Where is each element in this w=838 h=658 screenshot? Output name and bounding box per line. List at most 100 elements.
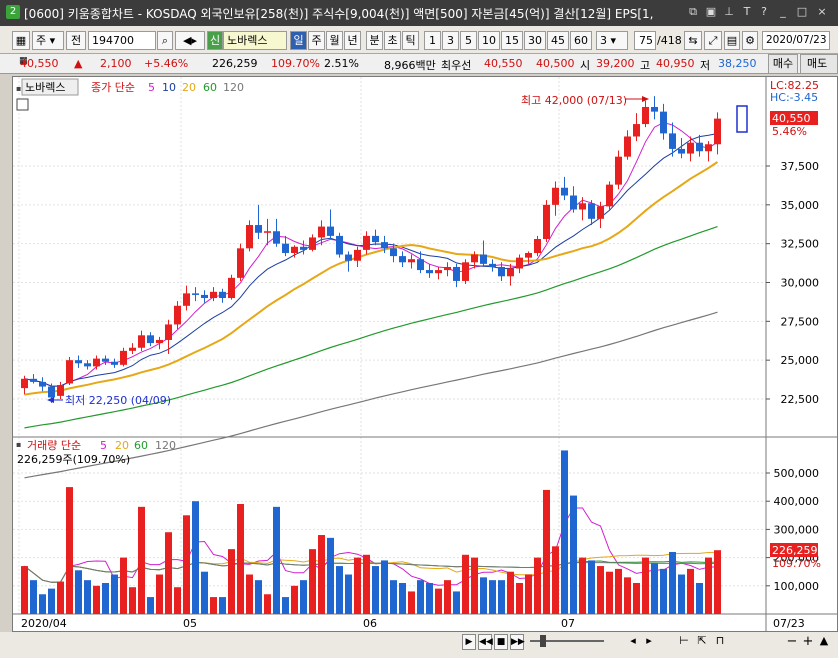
- settings-icon[interactable]: ⚙: [742, 31, 758, 50]
- pin-icon[interactable]: ⊥: [724, 5, 734, 18]
- maximize-icon[interactable]: □: [796, 5, 808, 18]
- bottom-bar: ▶ ◀◀ ■ ▶▶ ◂ ▸ ⊢ ⇱ ⊓ − + ▲: [0, 632, 838, 658]
- stock-code-input[interactable]: 194700: [88, 31, 156, 50]
- current-price: 40,550: [20, 57, 59, 70]
- candle-body: [156, 339, 163, 344]
- draw-tool-icon[interactable]: ⤢: [704, 31, 722, 50]
- volume-bar: [291, 585, 298, 614]
- volume-bar: [480, 577, 487, 614]
- sell-button[interactable]: 매도: [800, 54, 838, 74]
- interval-select[interactable]: 3 ▾: [596, 31, 628, 50]
- help-icon[interactable]: ?: [761, 5, 767, 18]
- sound-icon[interactable]: ◀▸: [175, 31, 205, 50]
- display-count-input[interactable]: 75: [634, 31, 656, 50]
- price-change: 2,100: [100, 57, 132, 70]
- interval-10-button[interactable]: 10: [478, 31, 500, 50]
- best-quote-label: 최우선: [441, 59, 472, 72]
- rewind-icon[interactable]: ◀◀: [478, 634, 493, 650]
- date-input[interactable]: 2020/07/23: [762, 31, 830, 50]
- window-copy-icon[interactable]: ▣: [705, 5, 717, 18]
- ma120-line: [24, 311, 718, 479]
- zoom-slider-handle[interactable]: [540, 635, 546, 647]
- period-tick-tab[interactable]: 틱: [402, 31, 419, 50]
- volume-bar: [579, 557, 586, 614]
- interval-45-button[interactable]: 45: [547, 31, 569, 50]
- forward-icon[interactable]: ▶▶: [510, 634, 525, 650]
- legend-ma20: 20: [182, 81, 196, 94]
- stock-chart[interactable]: 22,500 25,000 27,500 30,000 32,500 35,000 37,5…: [13, 77, 838, 633]
- volume-legend-ma60: 60: [134, 439, 148, 452]
- ma5-line: [24, 121, 718, 387]
- zoom-plus-button[interactable]: +: [802, 634, 814, 649]
- candle-body: [606, 184, 613, 207]
- candle-body: [192, 293, 199, 295]
- link-icon[interactable]: ⧉: [689, 5, 697, 18]
- volume-bar: [525, 574, 532, 614]
- candle-body: [147, 335, 154, 344]
- period-month-tab[interactable]: 월: [326, 31, 343, 50]
- interval-select-value: 3: [600, 34, 607, 47]
- zoom-slider[interactable]: [530, 640, 604, 642]
- volume-legend-ma5: 5: [100, 439, 107, 452]
- price-tick-label: 35,000: [781, 199, 820, 212]
- volume-bar: [75, 570, 82, 614]
- volume-bar: [120, 557, 127, 614]
- candle-body: [201, 294, 208, 299]
- scroll-right-icon[interactable]: ▶: [462, 634, 476, 650]
- chart-area[interactable]: 22,500 25,000 27,500 30,000 32,500 35,000 37,5…: [12, 76, 838, 633]
- zoom-in-icon[interactable]: ▸: [646, 634, 652, 647]
- period-second-tab[interactable]: 초: [384, 31, 401, 50]
- interval-5-button[interactable]: 5: [460, 31, 477, 50]
- move-chart-button[interactable]: ▲: [819, 634, 829, 647]
- volume-bar: [498, 580, 505, 614]
- candle-body: [102, 358, 109, 362]
- period-year-tab[interactable]: 년: [344, 31, 361, 50]
- stop-icon[interactable]: ■: [494, 634, 508, 650]
- period-minute-tab[interactable]: 분: [366, 31, 383, 50]
- legend-ma120: 120: [223, 81, 244, 94]
- expand-icon[interactable]: ⇱: [697, 634, 707, 647]
- lc-value: LC:82.25: [770, 79, 819, 92]
- moving-average-lines: [24, 121, 719, 479]
- quote-menu-icon[interactable]: ▦: [19, 56, 28, 66]
- interval-30-button[interactable]: 30: [524, 31, 546, 50]
- volume-bar: [543, 489, 550, 614]
- volume-bar: [156, 574, 163, 614]
- buy-button[interactable]: 매수: [768, 54, 798, 74]
- interval-1-button[interactable]: 1: [424, 31, 441, 50]
- market-type-select[interactable]: 주 ▾: [32, 31, 64, 50]
- candle-body: [246, 225, 253, 249]
- candle-body: [300, 246, 307, 250]
- turnover-rate: 2.51%: [324, 57, 359, 70]
- text-icon[interactable]: T: [743, 5, 751, 18]
- current-volume-tag-text: 226,259: [772, 544, 818, 557]
- close-icon[interactable]: ×: [817, 5, 827, 18]
- volume-bar: [21, 566, 28, 614]
- volume-bar: [174, 587, 181, 614]
- scroll-toggle-icon[interactable]: ⇆: [684, 31, 702, 50]
- candle-body: [129, 347, 136, 351]
- volume-bar: [39, 594, 46, 614]
- zoom-out-icon[interactable]: ◂: [630, 634, 636, 647]
- minimize-icon[interactable]: _: [780, 5, 786, 18]
- search-icon[interactable]: ⌕: [157, 31, 173, 50]
- volume-ma120-line: [24, 561, 718, 583]
- volume-ma20-line: [24, 551, 718, 583]
- layout-icon[interactable]: ⊓: [715, 634, 725, 647]
- interval-3-button[interactable]: 3: [442, 31, 459, 50]
- split-view-icon[interactable]: ⊢: [679, 634, 689, 647]
- last-date-label: 07/23: [773, 617, 805, 630]
- save-icon[interactable]: ▤: [724, 31, 740, 50]
- grid-menu-icon[interactable]: ▦: [12, 31, 30, 50]
- volume-bar: [138, 506, 145, 614]
- interval-60-button[interactable]: 60: [570, 31, 592, 50]
- period-week-tab[interactable]: 주: [308, 31, 325, 50]
- candle-body: [318, 226, 325, 238]
- prev-button[interactable]: 전: [66, 31, 86, 50]
- volume-bar: [534, 557, 541, 614]
- interval-15-button[interactable]: 15: [501, 31, 523, 50]
- period-day-tab[interactable]: 일: [290, 31, 307, 50]
- zoom-minus-button[interactable]: −: [786, 634, 798, 649]
- volume-legend-ma120: 120: [155, 439, 176, 452]
- volume-bar: [66, 487, 73, 614]
